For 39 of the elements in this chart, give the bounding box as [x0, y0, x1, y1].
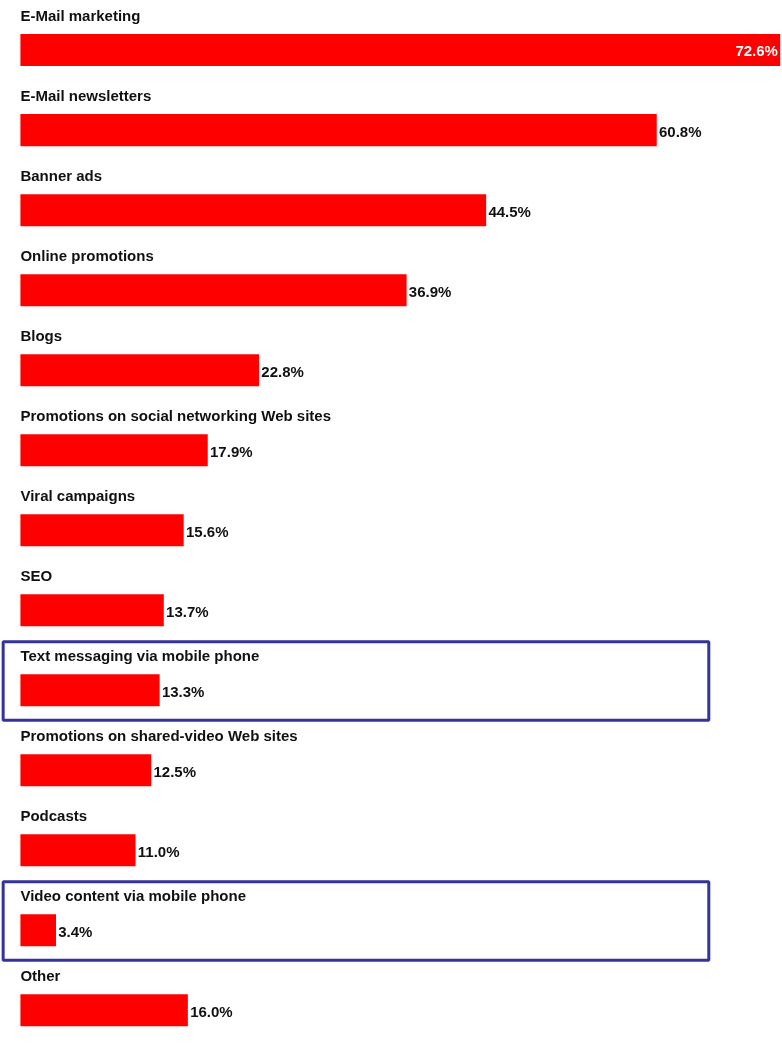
y-tick-label: Banner ads	[20, 166, 103, 184]
y-tick-label: Other	[20, 967, 61, 985]
bar	[20, 434, 208, 467]
y-tick-label: Blogs	[20, 326, 63, 344]
y-tick-label: Podcasts	[20, 807, 88, 825]
data-label: 15.6%	[185, 523, 229, 541]
bar	[20, 34, 781, 67]
bar	[20, 834, 136, 867]
data-label: 44.5%	[488, 203, 531, 221]
data-label: 60.8%	[659, 123, 702, 141]
data-label: 11.0%	[137, 843, 180, 861]
data-label: 17.9%	[210, 443, 253, 461]
data-label: 16.0%	[190, 1003, 233, 1021]
data-label: 13.7%	[166, 603, 209, 621]
bar	[20, 114, 657, 147]
y-tick-label: Promotions on shared-video Web sites	[20, 727, 298, 745]
data-label: 72.6%	[735, 41, 778, 59]
y-tick-label: Online promotions	[20, 246, 154, 264]
data-label: 12.5%	[153, 763, 197, 781]
y-tick-label: Text messaging via mobile phone	[20, 647, 260, 665]
bar	[20, 194, 487, 227]
y-tick-label: SEO	[20, 567, 53, 585]
data-label: 3.4%	[58, 923, 93, 941]
bar	[20, 754, 152, 787]
bar	[20, 674, 160, 707]
y-tick-label: E-Mail marketing	[20, 6, 141, 24]
bar	[20, 354, 260, 387]
bar	[20, 994, 188, 1027]
data-label: 36.9%	[408, 283, 452, 301]
bar	[20, 514, 184, 547]
data-label: 22.8%	[261, 363, 304, 381]
y-tick-label: Viral campaigns	[20, 486, 136, 504]
data-label: 13.3%	[161, 683, 205, 701]
bar	[20, 594, 164, 627]
y-tick-label: E-Mail newsletters	[20, 86, 152, 104]
bar	[20, 274, 407, 307]
y-tick-label: Promotions on social networking Web sites	[20, 406, 332, 424]
bar	[20, 914, 56, 947]
y-tick-label: Video content via mobile phone	[20, 887, 246, 905]
